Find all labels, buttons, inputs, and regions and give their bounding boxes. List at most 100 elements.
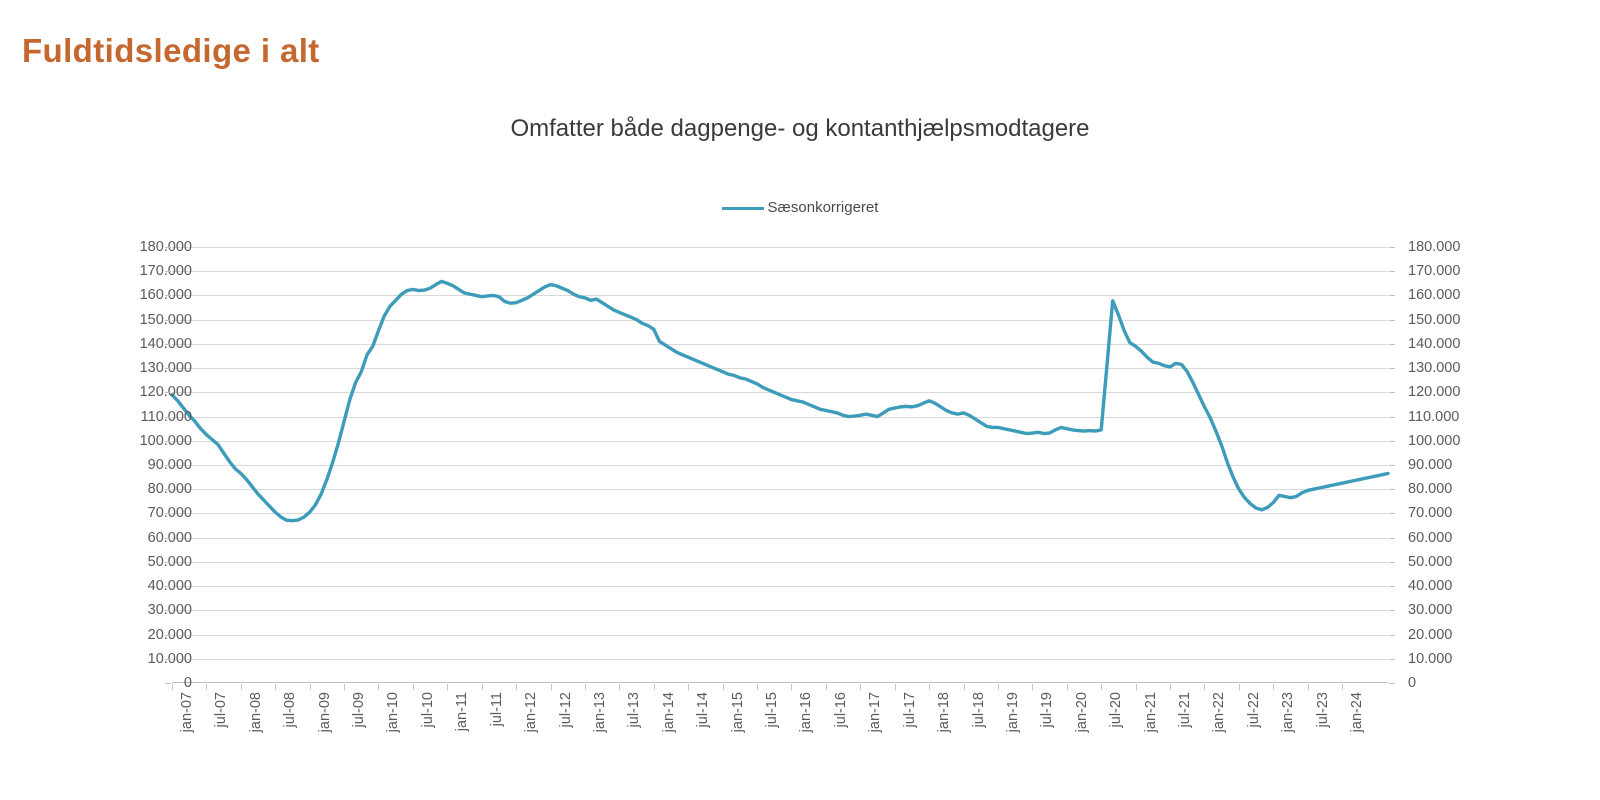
gridline xyxy=(172,561,1388,563)
y-axis-tick-mark-left xyxy=(165,368,171,370)
y-axis-tick-mark-right xyxy=(1389,392,1395,394)
chart-subtitle: Omfatter både dagpenge- og kontanthjælps… xyxy=(510,115,1090,142)
x-axis-tick-mark xyxy=(825,684,827,690)
x-axis-tick-mark xyxy=(963,684,965,690)
x-axis-tick-mark xyxy=(791,684,793,690)
y-axis-tick-label-right: 110.000 xyxy=(1408,408,1460,425)
series-line-saesonkorrigeret xyxy=(170,279,1390,523)
y-axis-tick-mark-right xyxy=(1389,634,1395,636)
y-axis-tick-mark-right xyxy=(1389,295,1395,297)
gridline xyxy=(172,247,1388,248)
y-axis-tick-mark-left xyxy=(165,537,171,539)
gridline xyxy=(172,537,1388,539)
y-axis-tick-label-left: 100.000 xyxy=(139,432,192,449)
y-axis-tick-mark-right xyxy=(1389,658,1395,660)
gridline xyxy=(172,440,1388,442)
x-axis-tick-label: jan-23 xyxy=(1280,692,1297,733)
x-axis-tick-mark xyxy=(275,684,277,690)
x-axis-tick-mark xyxy=(1101,684,1103,690)
x-axis-tick-label: jul-21 xyxy=(1177,692,1194,728)
axis-baseline-line xyxy=(172,682,1388,683)
x-axis-tick-mark xyxy=(757,684,759,690)
y-axis-tick-mark-left xyxy=(165,561,171,563)
gridline xyxy=(172,465,1388,466)
x-axis-tick-mark xyxy=(412,684,414,690)
y-axis-tick-mark-left xyxy=(165,658,171,660)
x-axis-tick-label: jan-10 xyxy=(385,692,402,733)
y-axis-tick-label-left: 180.000 xyxy=(139,239,192,255)
x-axis-tick-mark xyxy=(206,684,208,690)
y-axis-tick-label-right: 140.000 xyxy=(1408,335,1461,352)
y-axis-tick-mark-right xyxy=(1389,247,1395,248)
gridline xyxy=(172,319,1388,321)
x-axis-tick-label: jan-22 xyxy=(1211,692,1228,733)
x-axis-tick-label: jan-08 xyxy=(247,692,264,733)
gridline xyxy=(172,489,1388,491)
y-axis-tick-label-left: 60.000 xyxy=(147,529,192,546)
x-axis-tick-mark xyxy=(722,684,724,690)
y-axis-tick-mark-left xyxy=(165,683,171,684)
x-axis-tick-label: jan-21 xyxy=(1142,692,1159,733)
y-axis-tick-mark-right xyxy=(1389,489,1395,491)
plot-area xyxy=(170,247,1390,683)
x-axis-tick-label: jan-12 xyxy=(523,692,540,733)
x-axis-tick-label: jul-09 xyxy=(351,692,368,728)
y-axis-tick-mark-left xyxy=(165,440,171,442)
y-axis-tick-mark-right xyxy=(1389,319,1395,321)
y-axis-tick-label-left: 50.000 xyxy=(147,553,192,570)
x-axis-tick-label: jan-19 xyxy=(1004,692,1021,733)
gridline xyxy=(172,586,1388,588)
x-axis-tick-mark xyxy=(344,684,346,690)
x-axis-tick-mark xyxy=(1307,684,1309,690)
y-axis-tick-mark-left xyxy=(165,295,171,297)
page-title: Fuldtidsledige i alt xyxy=(22,32,320,69)
x-axis-tick-label: jul-08 xyxy=(282,692,299,728)
x-axis-tick-mark xyxy=(997,684,999,690)
y-axis-tick-mark-left xyxy=(165,392,171,394)
y-axis-tick-label-left: 20.000 xyxy=(147,626,192,643)
series-svg xyxy=(170,279,1390,523)
y-axis-tick-label-left: 90.000 xyxy=(147,457,192,473)
x-axis-tick-label: jan-14 xyxy=(660,692,677,733)
y-axis-tick-mark-right xyxy=(1389,343,1395,345)
x-axis-tick-mark xyxy=(1273,684,1275,690)
y-axis-tick-label-left: 110.000 xyxy=(140,408,192,425)
x-axis-tick-label: jul-22 xyxy=(1245,692,1262,728)
y-axis-tick-label-right: 130.000 xyxy=(1408,360,1461,377)
y-axis-tick-mark-right xyxy=(1389,271,1395,273)
x-axis-tick-label: jul-10 xyxy=(419,692,436,728)
y-axis-tick-label-left: 160.000 xyxy=(139,287,192,304)
y-axis-tick-label-right: 160.000 xyxy=(1408,287,1461,304)
y-axis-tick-label-right: 120.000 xyxy=(1408,384,1461,401)
x-axis-tick-label: jul-19 xyxy=(1039,692,1056,728)
y-axis-tick-mark-right xyxy=(1389,513,1395,515)
x-axis-tick-mark xyxy=(619,684,621,690)
y-axis-tick-label-right: 20.000 xyxy=(1408,626,1453,643)
y-axis-tick-label-right: 70.000 xyxy=(1408,505,1453,522)
gridline xyxy=(172,271,1388,273)
y-axis-tick-mark-right xyxy=(1389,561,1395,563)
y-axis-tick-label-left: 140.000 xyxy=(139,335,192,352)
x-axis-tick-label: jul-18 xyxy=(970,692,987,728)
y-axis-tick-label-right: 0 xyxy=(1408,675,1417,691)
x-axis-tick-mark xyxy=(550,684,552,690)
x-axis-tick-mark xyxy=(309,684,311,690)
y-axis-tick-label-left: 10.000 xyxy=(147,650,192,667)
x-axis-tick-mark xyxy=(1342,684,1344,690)
y-axis-tick-label-right: 60.000 xyxy=(1408,529,1453,546)
y-axis-tick-mark-left xyxy=(165,586,171,588)
y-axis-tick-label-left: 150.000 xyxy=(139,311,192,328)
x-axis-tick-label: jul-23 xyxy=(1314,692,1331,728)
x-axis-tick-label: jan-09 xyxy=(316,692,333,733)
y-axis-tick-mark-left xyxy=(165,271,171,273)
y-axis-tick-label-right: 50.000 xyxy=(1408,553,1453,570)
y-axis-tick-label-left: 80.000 xyxy=(147,481,192,498)
gridline xyxy=(172,658,1388,660)
gridline xyxy=(172,634,1388,636)
x-axis-tick-mark xyxy=(172,684,173,690)
x-axis-tick-label: jan-20 xyxy=(1073,692,1090,733)
x-axis-tick-label: jul-07 xyxy=(213,692,230,728)
x-axis-tick-mark xyxy=(378,684,380,690)
x-axis-tick-mark xyxy=(240,684,242,690)
